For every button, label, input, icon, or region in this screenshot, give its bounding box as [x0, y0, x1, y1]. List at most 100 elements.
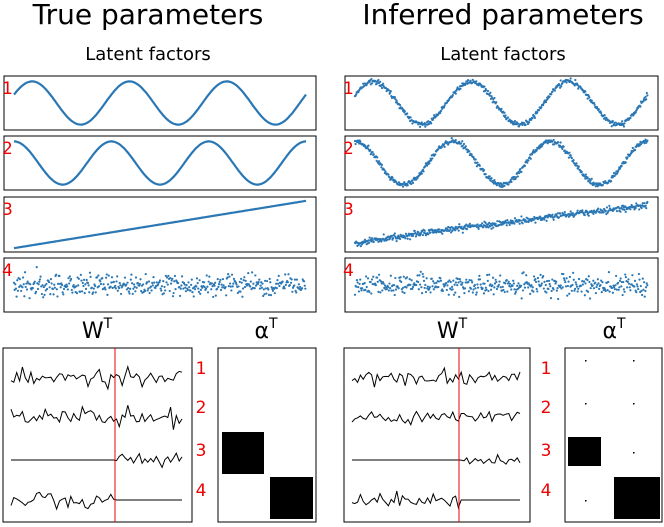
- factor-point: [590, 177, 593, 180]
- factor-point: [389, 274, 392, 277]
- factor-point: [529, 292, 532, 295]
- factor-number: 4: [343, 261, 354, 281]
- factor-point: [646, 139, 649, 142]
- factor-point: [641, 277, 644, 280]
- factor-point: [112, 280, 116, 283]
- factor-point: [631, 274, 634, 277]
- factor-point: [195, 277, 199, 280]
- factor-point: [12, 281, 16, 284]
- factor-point: [503, 116, 507, 119]
- factor-point: [484, 221, 487, 224]
- factor-point: [414, 231, 417, 235]
- factor-point: [629, 208, 632, 211]
- factor-point: [284, 273, 287, 276]
- factor-point: [118, 287, 121, 290]
- factor-point: [527, 159, 530, 162]
- factor-point: [99, 280, 102, 283]
- factor-point: [376, 280, 379, 283]
- factor-point: [525, 274, 528, 277]
- factor-curve: [13, 199, 307, 250]
- factor-point: [564, 281, 567, 284]
- factor-point: [103, 286, 106, 289]
- factor-point: [86, 281, 90, 285]
- factor-point: [498, 223, 501, 226]
- factor-point: [517, 125, 521, 128]
- factor-point: [576, 209, 579, 212]
- factor-point: [38, 278, 42, 281]
- factor-point: [596, 283, 599, 286]
- factor-point: [552, 218, 555, 221]
- factor-point: [171, 295, 175, 298]
- factor-point: [454, 138, 457, 142]
- factor-point: [219, 278, 222, 281]
- factor-point: [369, 148, 372, 152]
- row-number: 1: [541, 359, 552, 379]
- factor-point: [563, 210, 566, 214]
- factor-point: [544, 283, 547, 287]
- factor-point: [132, 283, 136, 286]
- factor-point: [635, 108, 638, 111]
- factor-point: [139, 278, 142, 281]
- factor-point: [604, 209, 607, 213]
- factor-point: [495, 101, 498, 104]
- factor-point: [62, 287, 66, 291]
- factor-point: [89, 275, 92, 279]
- factor-point: [530, 118, 533, 121]
- factor-point: [617, 288, 620, 291]
- factor-point: [148, 291, 151, 295]
- factor-point: [151, 284, 154, 287]
- factor-point: [372, 240, 375, 244]
- factor-point: [498, 280, 501, 283]
- subtitle: Latent factors: [440, 44, 566, 65]
- factor-point: [484, 172, 487, 176]
- factor-point: [34, 290, 38, 293]
- factor-point: [421, 272, 424, 276]
- factor-point: [80, 279, 83, 282]
- factor-point: [265, 279, 269, 283]
- factor-point: [392, 289, 395, 292]
- factor-point: [642, 288, 645, 291]
- factor-point: [414, 235, 418, 238]
- factor-point: [627, 278, 630, 281]
- factor-point: [555, 289, 558, 292]
- factor-point: [633, 279, 637, 282]
- factor-point: [419, 233, 422, 236]
- factor-point: [591, 211, 595, 214]
- factor-point: [573, 84, 576, 87]
- factor-point: [355, 285, 358, 288]
- factor-box: [3, 257, 317, 313]
- factor-point: [411, 285, 415, 289]
- factor-point: [583, 175, 586, 178]
- factor-point: [605, 206, 609, 209]
- factor-point: [382, 237, 385, 240]
- factor-point: [44, 289, 47, 292]
- factor-point: [283, 287, 286, 290]
- row-number: 1: [196, 359, 207, 379]
- factor-point: [179, 294, 182, 298]
- factor-point: [644, 286, 648, 289]
- factor-point: [425, 277, 428, 280]
- factor-point: [376, 82, 379, 85]
- factor-point: [102, 283, 105, 286]
- factor-point: [540, 106, 543, 109]
- factor-point: [53, 286, 56, 289]
- factor-point: [82, 278, 86, 281]
- factor-point: [399, 276, 402, 279]
- factor-point: [160, 285, 164, 288]
- factor-point: [301, 287, 304, 290]
- factor-point: [95, 276, 99, 279]
- factor-point: [626, 280, 629, 284]
- factor-point: [584, 173, 587, 176]
- factor-point: [422, 275, 425, 278]
- factor-point: [401, 290, 404, 293]
- factor-point: [422, 279, 426, 283]
- factor-point: [505, 221, 508, 224]
- factor-point: [20, 289, 23, 293]
- factor-point: [267, 288, 270, 291]
- factor-point: [605, 116, 608, 119]
- factor-point: [460, 283, 463, 286]
- alpha-dot: [633, 360, 635, 362]
- factor-point: [479, 283, 482, 286]
- factor-point: [614, 284, 617, 287]
- factor-point: [377, 78, 380, 82]
